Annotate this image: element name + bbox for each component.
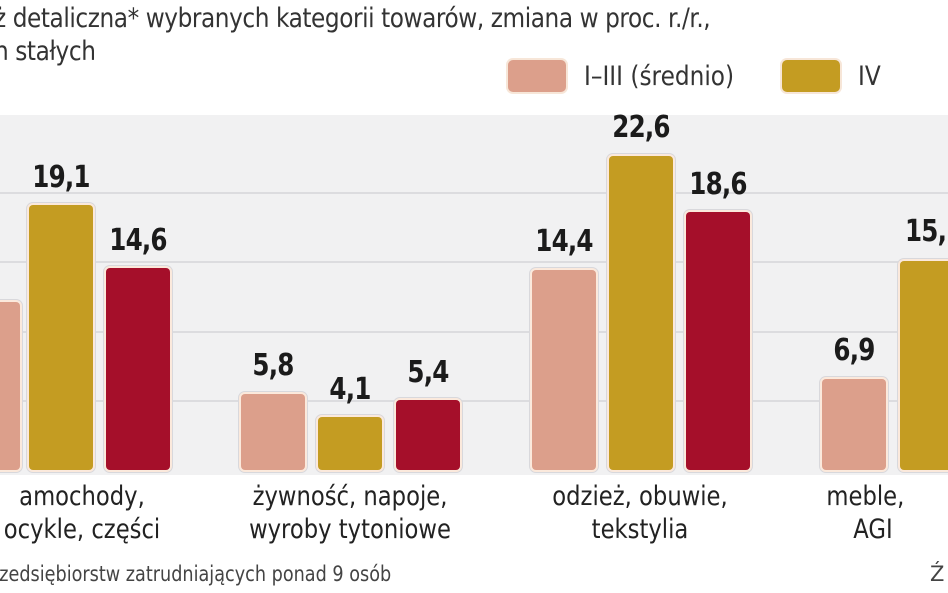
value-label: 5,4 bbox=[407, 355, 449, 390]
value-label: 18,6 bbox=[689, 167, 747, 202]
source-label: Ź bbox=[930, 562, 945, 586]
bar-g2-i-iii bbox=[532, 270, 596, 470]
category-label-0: amochody, ocykle, części bbox=[0, 480, 208, 546]
category-label-3: meble, AGI bbox=[826, 480, 948, 546]
gridline-15 bbox=[0, 261, 948, 263]
value-label: 19,1 bbox=[32, 160, 90, 195]
legend: I–III (średnio) IV bbox=[508, 56, 909, 96]
bar-g2-s3 bbox=[686, 212, 750, 470]
bar-g2-iv bbox=[609, 156, 673, 470]
category-line: amochody, bbox=[19, 481, 145, 512]
gridline-20 bbox=[0, 192, 948, 194]
bar-g3-i-iii bbox=[822, 379, 886, 470]
bar-g1-s3 bbox=[396, 400, 460, 470]
bar-g3-iv bbox=[900, 261, 948, 470]
value-label: 4,1 bbox=[329, 372, 371, 407]
category-label-1: żywność, napoje, wyroby tytoniowe bbox=[224, 480, 476, 546]
bar-g1-iv bbox=[318, 417, 382, 470]
bar-g1-i-iii bbox=[241, 394, 305, 470]
chart-title-line2: h stałych bbox=[0, 36, 96, 67]
category-line: żywność, napoje, bbox=[252, 481, 448, 512]
chart-title-line1: ż detaliczna* wybranych kategorii towaró… bbox=[0, 3, 711, 34]
legend-swatch-i-iii bbox=[508, 60, 566, 92]
legend-label-i-iii: I–III (średnio) bbox=[584, 60, 735, 92]
value-label: 5,8 bbox=[252, 348, 294, 383]
category-line: meble, bbox=[826, 481, 905, 512]
value-label: 14,4 bbox=[535, 224, 593, 259]
category-line: odzież, obuwie, bbox=[552, 481, 728, 512]
legend-item-iv: IV bbox=[782, 60, 884, 92]
category-line: AGI bbox=[853, 514, 893, 545]
value-label: 15, bbox=[905, 214, 947, 249]
value-label: 14,6 bbox=[109, 223, 167, 258]
value-label: 6,9 bbox=[833, 333, 875, 368]
chart-title: ż detaliczna* wybranych kategorii towaró… bbox=[0, 2, 711, 68]
bar-g0-iv bbox=[29, 205, 93, 470]
bar-g0-i-iii bbox=[0, 302, 20, 470]
value-label: 22,6 bbox=[612, 110, 670, 145]
legend-item-i-iii: I–III (średnio) bbox=[508, 60, 758, 92]
category-line: wyroby tytoniowe bbox=[249, 514, 451, 545]
category-label-2: odzież, obuwie, tekstylia bbox=[514, 480, 766, 546]
bar-g0-s3 bbox=[106, 268, 170, 470]
value-label: 2 bbox=[0, 258, 29, 293]
gridline-10 bbox=[0, 331, 948, 333]
legend-label-iv: IV bbox=[858, 60, 882, 92]
category-line: ocykle, części bbox=[3, 514, 161, 545]
gridline-5 bbox=[0, 400, 948, 402]
legend-swatch-iv bbox=[782, 60, 841, 92]
footnote: rzedsiębiorstw zatrudniających ponad 9 o… bbox=[0, 562, 392, 586]
category-line: tekstylia bbox=[591, 514, 689, 545]
